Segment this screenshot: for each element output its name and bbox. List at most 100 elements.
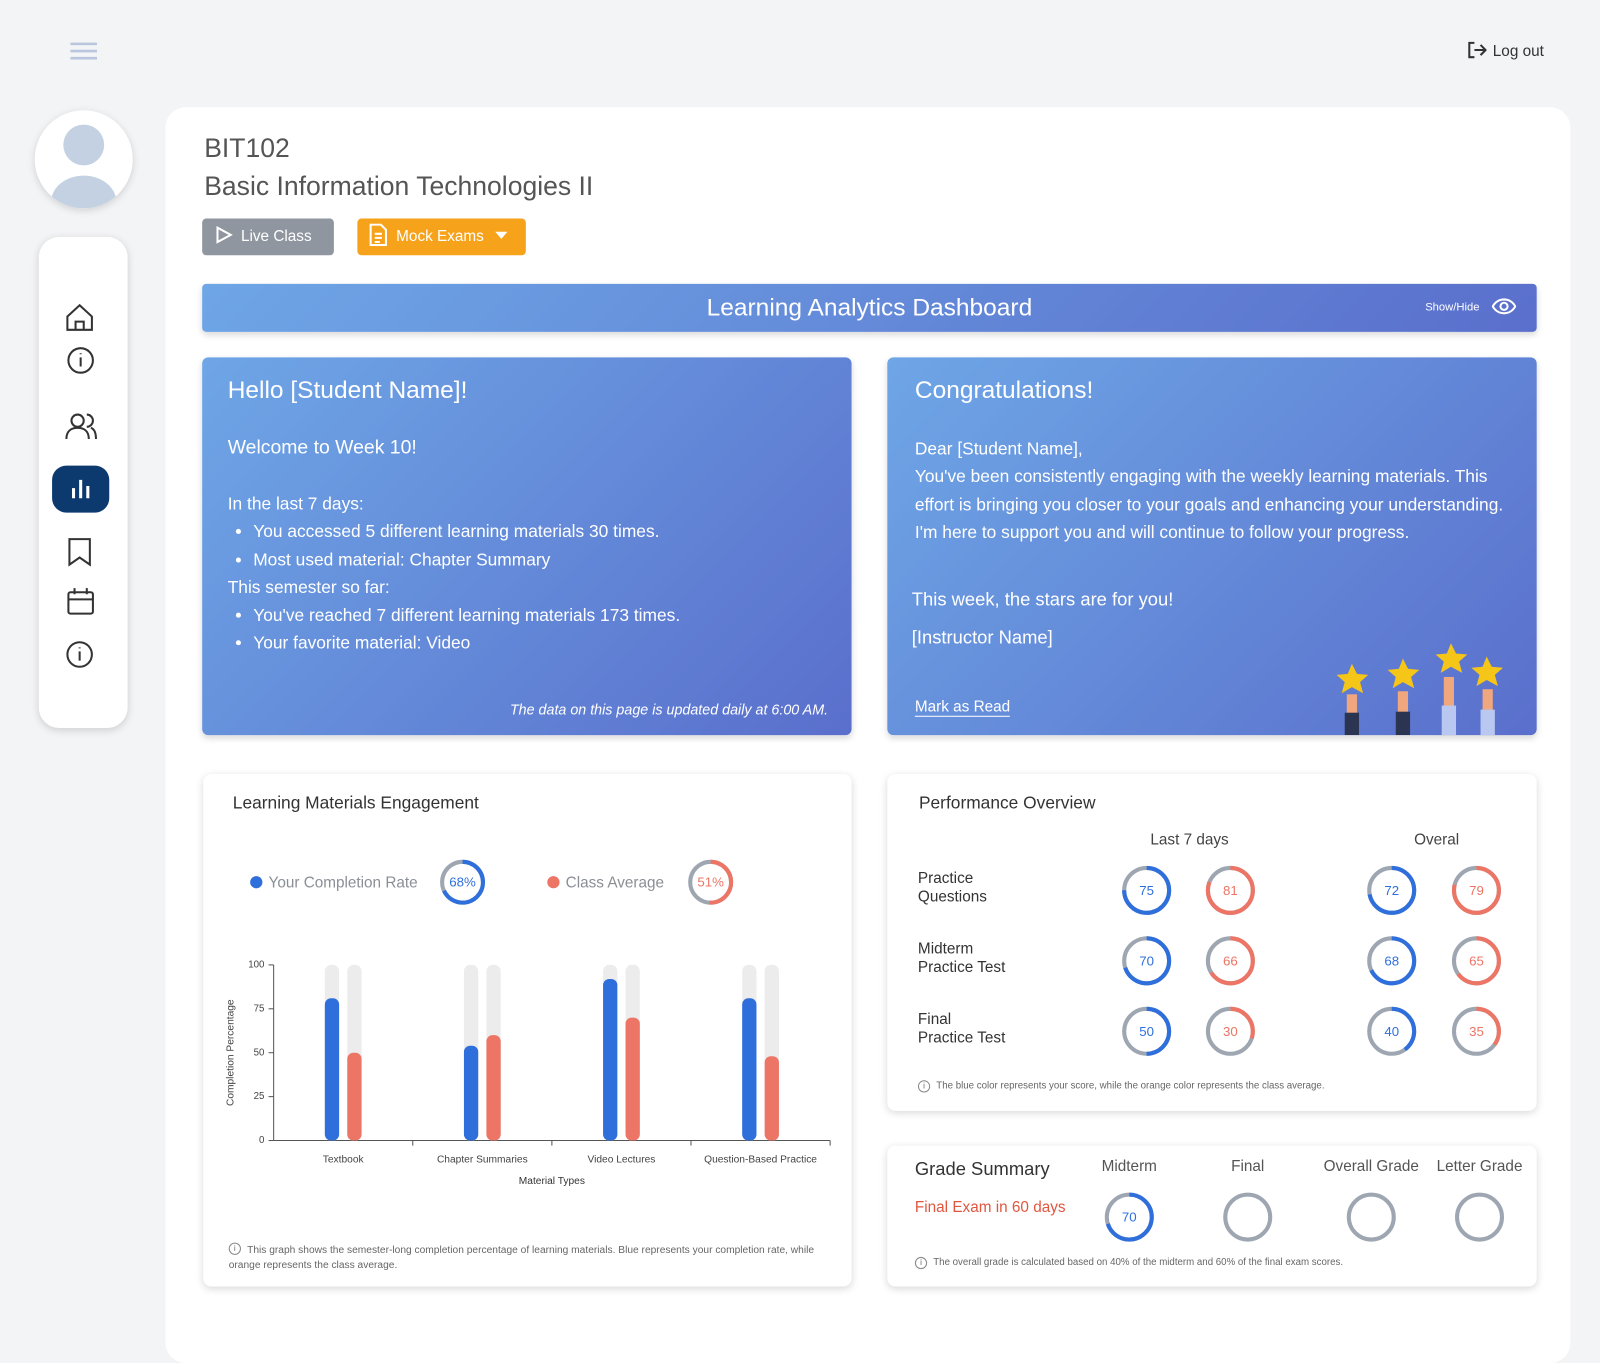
- x-tick-label: Textbook: [323, 1155, 365, 1166]
- ring-progress: [1104, 1192, 1154, 1242]
- people-icon[interactable]: [70, 413, 85, 428]
- legend-label: Your Completion Rate: [269, 874, 418, 891]
- home-icon[interactable]: [66, 303, 93, 331]
- ring-progress: [440, 859, 486, 905]
- stars-illustration: [1336, 643, 1504, 736]
- avatar-icon: [51, 124, 117, 209]
- semester-item: You've reached 7 different learning mate…: [253, 602, 840, 630]
- bookmark-icon[interactable]: [68, 538, 91, 567]
- mock-exams-button[interactable]: Mock Exams: [357, 218, 526, 256]
- bar: [463, 1045, 479, 1141]
- update-note: The data on this page is updated daily a…: [509, 701, 829, 718]
- ring-progress: [1367, 936, 1417, 986]
- info-icon: i: [228, 1242, 241, 1255]
- logout-icon: [1468, 41, 1488, 59]
- course-code: BIT102: [204, 132, 290, 164]
- semester-list: You've reached 7 different learning mate…: [228, 602, 841, 658]
- ring-label: 40: [1384, 1024, 1399, 1039]
- column-header: Overal: [1414, 831, 1459, 848]
- week: Welcome to Week 10!: [227, 437, 417, 459]
- ring-progress: [1205, 936, 1255, 986]
- signature: [Instructor Name]: [911, 626, 1053, 648]
- grades-note-text: The overall grade is calculated based on…: [933, 1256, 1344, 1269]
- engagement-card: Learning Materials Engagement Your Compl…: [203, 773, 852, 1287]
- message-body: You've been consistently engaging with t…: [914, 466, 1504, 543]
- dropdown-arrow: [495, 231, 508, 239]
- recent-heading: In the last 7 days:: [227, 494, 364, 514]
- avatar[interactable]: [34, 110, 133, 209]
- chart-note-text: This graph shows the semester-long compl…: [228, 1244, 815, 1272]
- ring-progress: [688, 859, 734, 905]
- welcome-card: Hello [Student Name]! Welcome to Week 10…: [202, 357, 852, 736]
- bar: [603, 978, 618, 1141]
- recent-item: Most used material: Chapter Summary: [253, 546, 840, 574]
- ring-label: 70: [1122, 1210, 1137, 1225]
- show-hide-toggle[interactable]: Show/Hide: [1425, 297, 1517, 318]
- congrats-title: Congratulations!: [914, 376, 1094, 405]
- chart-title: Learning Materials Engagement: [232, 793, 479, 813]
- ring-progress: [1205, 1006, 1255, 1056]
- column-header: Last 7 days: [1150, 831, 1229, 848]
- dashboard-banner: Learning Analytics Dashboard Show/Hide: [202, 283, 1537, 332]
- live-class-label[interactable]: Live Class: [240, 227, 312, 246]
- bar: [347, 1052, 362, 1141]
- ring-label: 35: [1469, 1024, 1484, 1039]
- eye-icon: [1491, 298, 1517, 315]
- ring-label: 66: [1223, 953, 1238, 968]
- ring-progress: [1367, 865, 1417, 915]
- logout-label[interactable]: Log out: [1492, 42, 1544, 61]
- ring-label: 68: [1384, 953, 1399, 968]
- mark-as-read[interactable]: Mark as Read: [914, 698, 1011, 717]
- x-tick-label: Question-Based Practice: [704, 1155, 817, 1166]
- grade-column: Midterm: [1102, 1158, 1157, 1175]
- ring-label: 79: [1469, 883, 1484, 898]
- toggle-label[interactable]: Show/Hide: [1425, 301, 1480, 314]
- grades-title: Grade Summary: [914, 1158, 1050, 1180]
- stars-line: This week, the stars are for you!: [911, 589, 1174, 610]
- sidebar-icons: [52, 303, 110, 668]
- bar: [486, 1035, 501, 1141]
- ring-track: [1223, 1192, 1273, 1242]
- bar: [764, 1056, 779, 1141]
- ring-progress: [1367, 1006, 1417, 1056]
- mock-exams-label[interactable]: Mock Exams: [396, 227, 484, 246]
- bar: [742, 998, 757, 1141]
- chart: Your Completion Rate 68% Class Average 51% 0…: [225, 859, 831, 1187]
- logout[interactable]: Log out: [1466, 41, 1544, 60]
- sidebar: [38, 236, 128, 729]
- ring-label: 50: [1139, 1024, 1154, 1039]
- legend-label: Class Average: [566, 874, 664, 891]
- salutation: Dear [Student Name],: [914, 439, 1083, 459]
- summary: In the last 7 days: You accessed 5 diffe…: [228, 490, 841, 657]
- play-icon: [216, 225, 233, 244]
- row-label: Midterm Practice Test: [917, 940, 1006, 977]
- recent-item: You accessed 5 different learning materi…: [253, 518, 840, 546]
- menu-button[interactable]: [69, 41, 98, 61]
- info-icon[interactable]: [66, 641, 93, 668]
- y-tick-label: 0: [259, 1135, 265, 1146]
- y-tick-label: 75: [254, 1003, 265, 1014]
- ring-progress: [1205, 865, 1255, 915]
- ring-label: 81: [1223, 883, 1238, 898]
- grades-note: i The overall grade is calculated based o…: [914, 1256, 1344, 1270]
- live-class-button[interactable]: Live Class: [202, 218, 334, 256]
- info-icon[interactable]: [67, 347, 94, 374]
- ring-label: 75: [1139, 883, 1154, 898]
- performance-rings: Last 7 days Overal 75 81 72 79 70 66 68 65 50 30 40 3…: [1122, 831, 1501, 1056]
- y-tick-label: 100: [248, 959, 265, 970]
- performance-card: Performance Overview Last 7 days Overal 75…: [887, 773, 1537, 1111]
- ring-label: 70: [1139, 953, 1154, 968]
- semester-heading: This semester so far:: [227, 577, 390, 598]
- legend-dot: [547, 876, 560, 889]
- ring-progress: [1451, 1006, 1501, 1056]
- ring-progress: [1451, 865, 1501, 915]
- calendar-icon[interactable]: [67, 591, 94, 615]
- grade-column: Overall Grade: [1324, 1158, 1419, 1175]
- grade-column: Letter Grade: [1437, 1158, 1523, 1175]
- exam-countdown: Final Exam in 60 days: [914, 1198, 1066, 1217]
- message: Dear [Student Name], You've been consiste…: [915, 435, 1519, 546]
- x-tick-label: Chapter Summaries: [437, 1155, 528, 1166]
- ring-label: 68%: [449, 875, 476, 890]
- performance-title: Performance Overview: [918, 793, 1096, 813]
- greeting: Hello [Student Name]!: [227, 376, 468, 405]
